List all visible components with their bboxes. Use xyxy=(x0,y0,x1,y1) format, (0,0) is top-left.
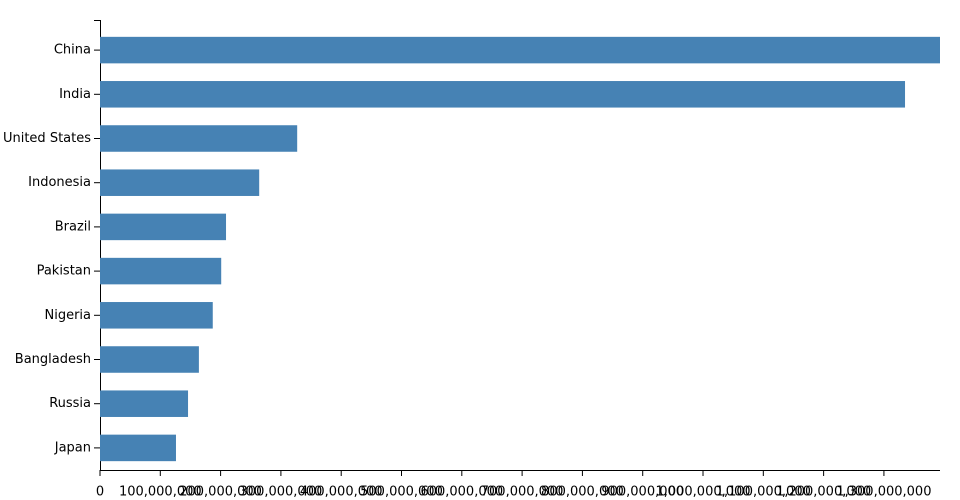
x-tick-label: 700,000,000 xyxy=(481,485,564,500)
bar xyxy=(100,390,189,417)
bar xyxy=(100,169,260,196)
y-tick-label: India xyxy=(59,87,91,102)
x-tick-label: 600,000,000 xyxy=(420,485,503,500)
x-tick-label: 900,000,000 xyxy=(601,485,684,500)
y-tick-label: Brazil xyxy=(55,219,91,234)
bar xyxy=(100,346,199,373)
bar xyxy=(100,257,222,285)
y-tick-label: China xyxy=(54,43,91,58)
x-tick-label: 200,000,000 xyxy=(179,485,262,500)
y-tick-label: United States xyxy=(3,131,91,146)
x-tick-label: 100,000,000 xyxy=(119,485,202,500)
y-tick-label: Pakistan xyxy=(37,264,91,279)
bar xyxy=(100,125,298,152)
x-tick-label: 400,000,000 xyxy=(300,485,383,500)
x-tick-label: 500,000,000 xyxy=(360,485,443,500)
x-tick-label: 800,000,000 xyxy=(541,485,624,500)
x-tick-label: 0 xyxy=(96,485,104,500)
bar xyxy=(100,81,906,108)
y-tick-label: Indonesia xyxy=(28,175,91,190)
y-tick-label: Nigeria xyxy=(44,308,91,323)
x-tick-label: 1,300,000,000 xyxy=(836,485,931,500)
x-tick-label: 1,100,000,000 xyxy=(716,485,811,500)
y-tick-label: Russia xyxy=(49,396,91,411)
x-tick-label: 300,000,000 xyxy=(240,485,323,500)
x-tick-label: 1,000,000,000 xyxy=(655,485,750,500)
x-tick-label: 1,200,000,000 xyxy=(776,485,871,500)
bar xyxy=(100,36,940,64)
y-tick-label: Bangladesh xyxy=(15,352,91,367)
y-tick-label: Japan xyxy=(54,440,91,455)
bar xyxy=(100,213,227,241)
bar xyxy=(100,434,176,462)
bar xyxy=(100,302,213,329)
